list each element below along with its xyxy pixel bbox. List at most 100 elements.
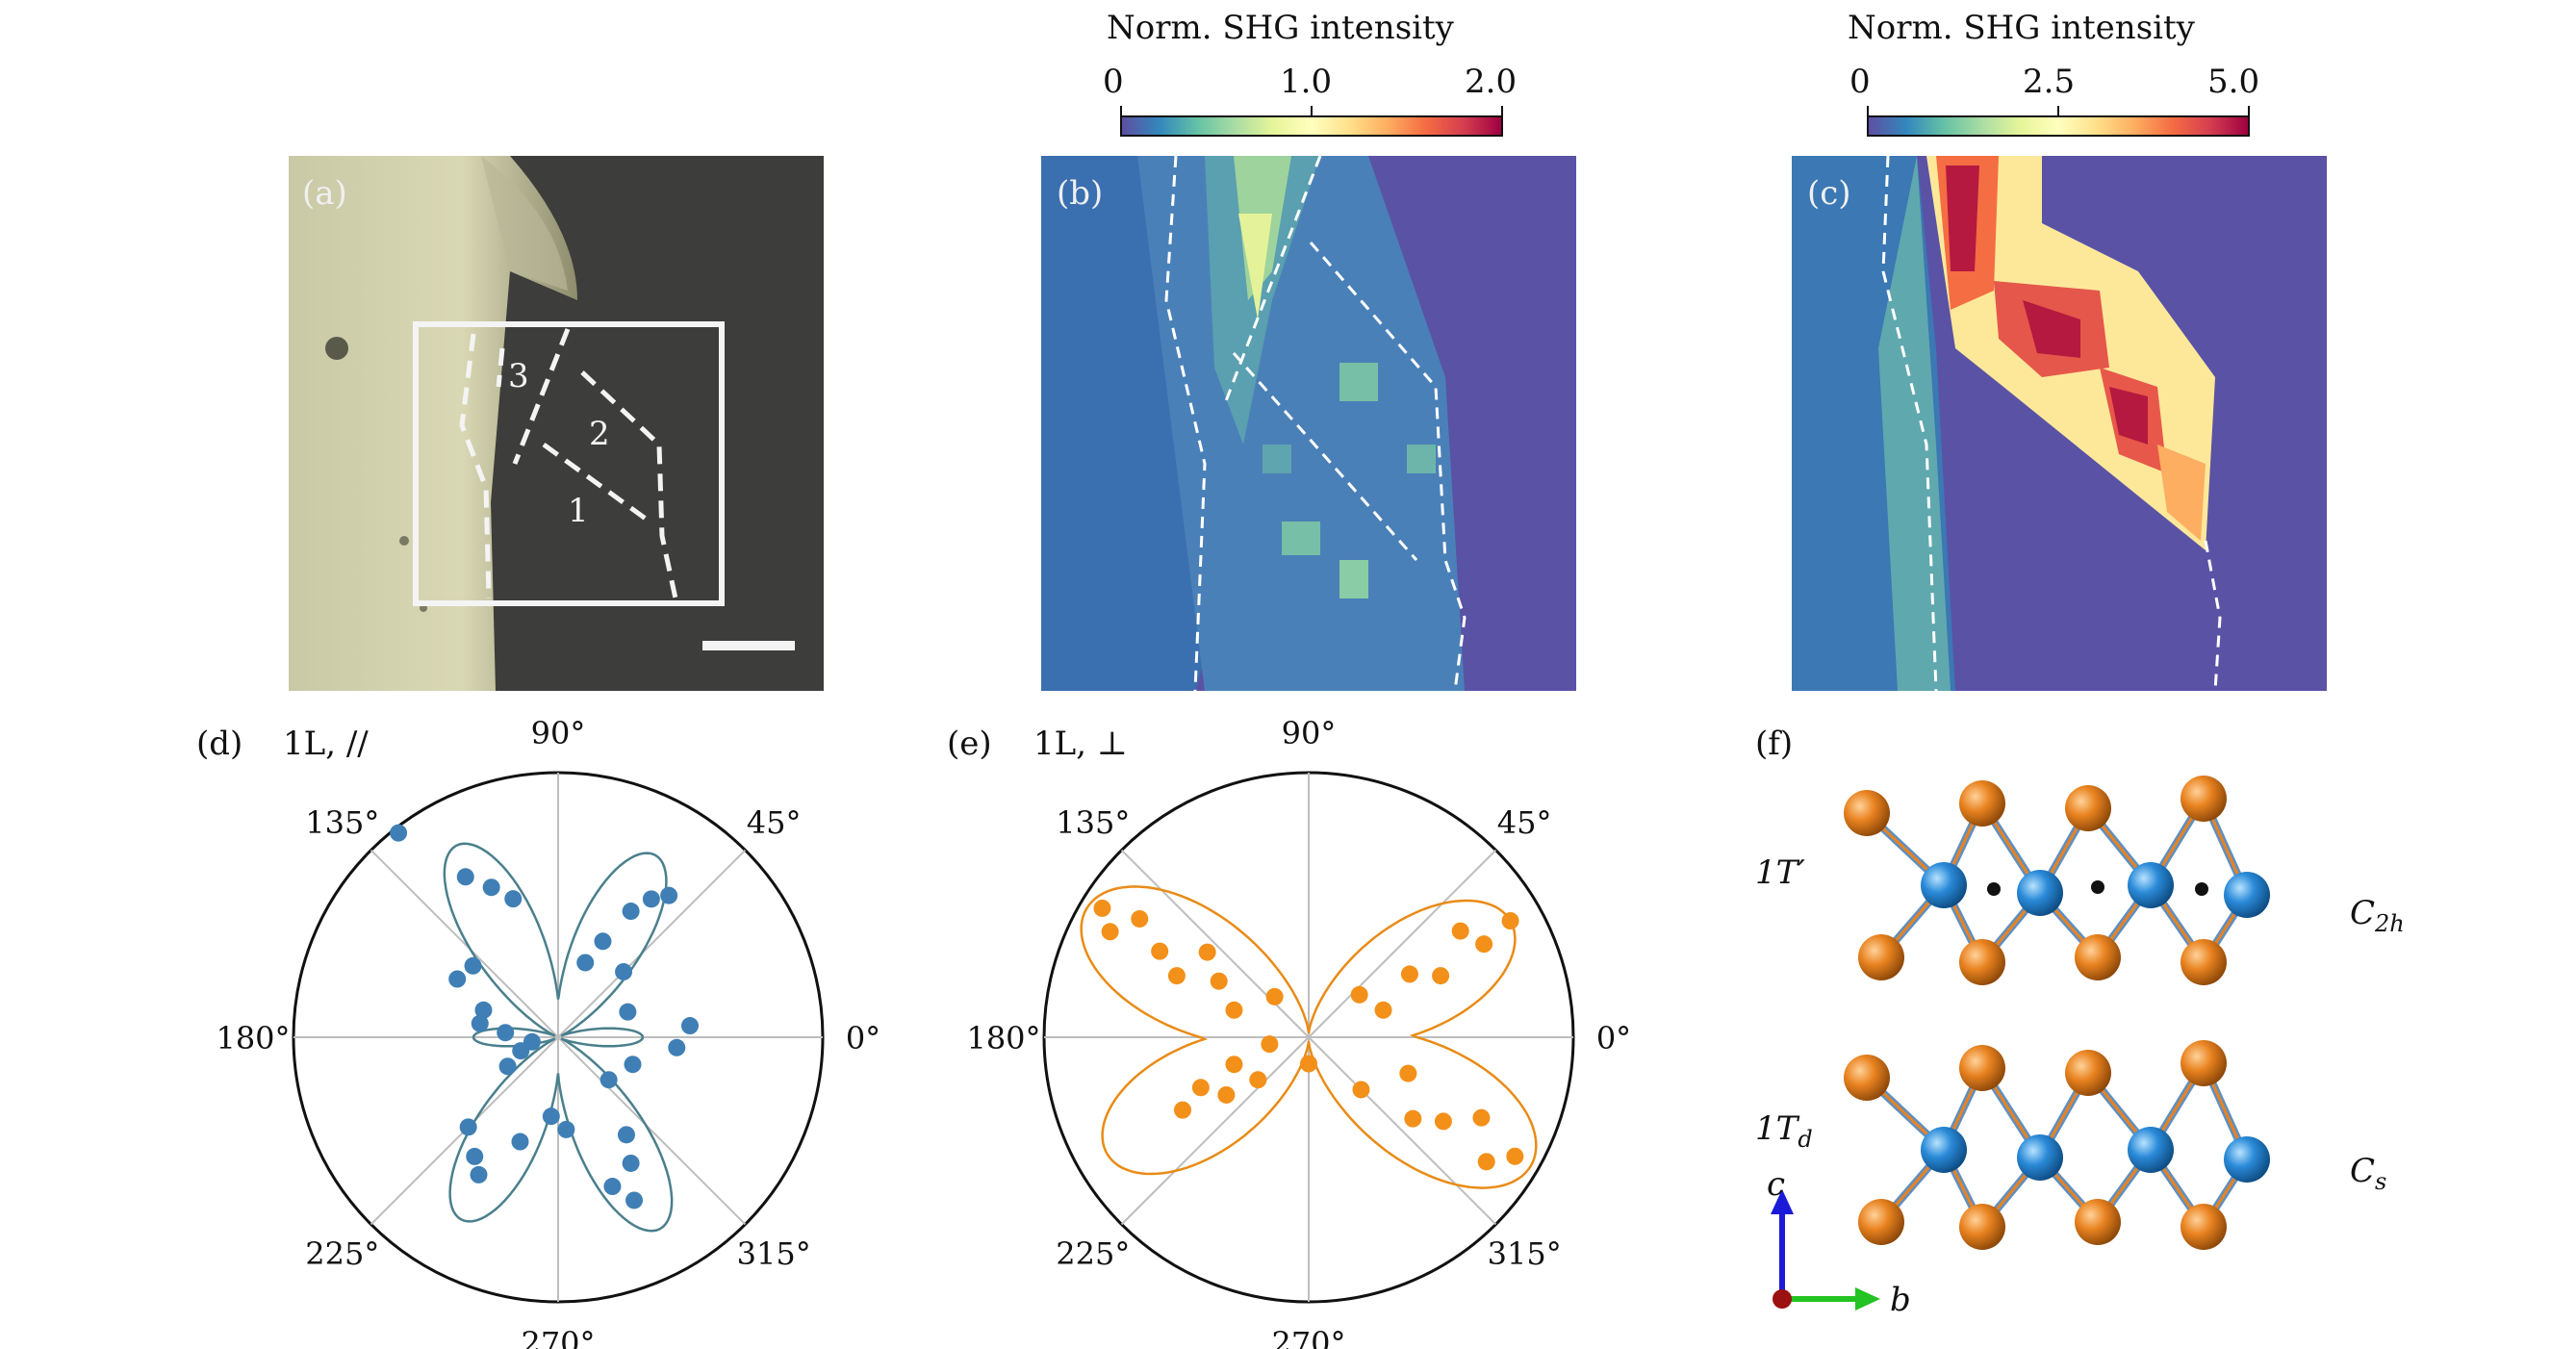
metal-atom [1921, 1127, 1967, 1173]
colorbar-b-tickmark [1120, 106, 1122, 117]
polar-plot-d: 90° 45° 0° 315° 270° 225° 180° 135° [216, 715, 880, 1349]
optical-micrograph [289, 156, 824, 691]
colorbar-b-tickmark [1501, 106, 1503, 117]
polar-e-spoke [1120, 1036, 1310, 1226]
metal-atom [2128, 862, 2174, 908]
chalcogen-atom [1858, 934, 1904, 980]
polar-d-fit-curve [443, 842, 674, 1233]
structure-1t-prime [1844, 776, 2270, 985]
chalcogen-atom [2065, 785, 2111, 831]
polar-e-data-point [1167, 967, 1186, 985]
polar-d-data-point [523, 1032, 541, 1051]
metal-atom [2224, 1136, 2270, 1183]
polar-d-data-point [642, 890, 660, 908]
polar-e-angle-label: 180° [966, 1020, 1040, 1056]
polar-e-data-point [1477, 1153, 1495, 1171]
polar-d-data-point [594, 932, 612, 951]
polar-d-data-point [576, 954, 595, 972]
polar-e-data-point [1472, 1108, 1491, 1127]
polar-e-data-point [1300, 1055, 1317, 1073]
polar-e-data-point [1399, 1064, 1417, 1082]
colorbar-b-tick-0: 0 [1103, 63, 1124, 101]
polar-d-angle-label: 45° [747, 804, 802, 841]
panel-f-label: (f) [1755, 725, 1794, 763]
chalcogen-atom [2075, 934, 2121, 980]
metal-atom [2224, 872, 2270, 918]
panel-e-title: 1L, ⊥ [1033, 725, 1128, 763]
symmetry-c2h-sub: 2h [2375, 909, 2405, 937]
panel-b-label: (b) [1057, 174, 1104, 213]
polar-d-angle-label: 180° [216, 1020, 290, 1056]
polar-d-data-point [464, 956, 482, 975]
panel-e-label: (e) [947, 725, 992, 763]
polar-e-data-point [1352, 1081, 1370, 1099]
panel-a-label: (a) [302, 174, 347, 213]
chalcogen-atom [1844, 1055, 1890, 1101]
polar-d-data-point [542, 1107, 560, 1126]
polar-d-data-point [498, 1057, 517, 1076]
polar-e-data-point [1261, 1035, 1279, 1054]
polar-d-data-point [466, 1147, 484, 1165]
polar-d-data-point [497, 1024, 515, 1042]
panel-a-optical-image: (a) 3 2 1 [289, 156, 824, 691]
chalcogen-atom [2181, 1204, 2227, 1250]
colorbar-c-tick-1: 2.5 [2023, 63, 2076, 101]
polar-d-angle-label: 225° [305, 1235, 379, 1272]
panel-d-polar-chart: (d) 1L, // 90° 45° 0° 315° 270° 225° 180° 135° [183, 712, 895, 1349]
polar-d-spoke [557, 849, 747, 1038]
polar-e-data-point [1198, 943, 1216, 961]
polar-e-data-point [1174, 1101, 1192, 1119]
polar-d-data-point [617, 1126, 635, 1144]
polar-e-data-point [1225, 1001, 1243, 1019]
polar-e-fit-curve [1080, 885, 1538, 1189]
colorbar-c-title: Norm. SHG intensity [1848, 9, 2195, 47]
polar-e-data-point [1210, 972, 1228, 990]
polar-d-data-point [622, 1154, 640, 1172]
chalcogen-atom [2181, 1040, 2227, 1086]
inversion-center [2195, 882, 2208, 896]
panel-d-label: (d) [196, 725, 243, 763]
panel-b-shg-map: (b) [1041, 156, 1576, 691]
colorbar-c-gradient [1867, 115, 2250, 137]
symmetry-label-cs: Cs [2350, 1155, 2386, 1193]
axes-indicator [1771, 1189, 1880, 1311]
shg-map-b [1041, 156, 1576, 691]
inversion-center [1987, 882, 2001, 896]
polar-d-angle-label: 0° [846, 1020, 880, 1056]
polar-e-data-point [1451, 922, 1469, 940]
polar-e-angle-label: 45° [1497, 804, 1552, 841]
shg-map-c [1792, 156, 2327, 691]
colorbar-c-tick-0: 0 [1849, 63, 1871, 101]
polar-d-data-point [511, 1133, 529, 1151]
polar-d-data-point [470, 1165, 488, 1184]
metal-atom [1921, 862, 1967, 908]
phase-label-1t-prime: 1T′ [1755, 853, 1806, 892]
polar-e-angle-label: 135° [1056, 804, 1130, 841]
polar-d-data-point [471, 1014, 489, 1032]
chalcogen-atom [2065, 1050, 2111, 1096]
colorbar-c-tickmark [2248, 106, 2250, 117]
polar-d-angle-label: 315° [737, 1235, 811, 1272]
chalcogen-atom [1844, 790, 1890, 836]
polar-d-spoke [557, 1036, 747, 1226]
metal-atom [2017, 870, 2063, 916]
polar-e-angle-label: 90° [1282, 715, 1337, 751]
crystal-structure-svg [1771, 776, 2270, 1311]
polar-d-data-point [660, 886, 678, 904]
axis-label-c: c [1767, 1165, 1786, 1204]
colorbar-c-tickmark [1867, 106, 1869, 117]
symmetry-c2h-main: C [2350, 894, 2376, 932]
symmetry-cs-main: C [2350, 1152, 2376, 1190]
polar-e-spoke [1308, 1036, 1497, 1226]
chalcogen-atom [1858, 1199, 1904, 1245]
polar-e-angle-label: 225° [1056, 1235, 1130, 1272]
polar-e-data-point [1101, 923, 1119, 941]
polar-d-data-point [459, 1118, 477, 1136]
polar-plot-e: 90° 45° 0° 315° 270° 225° 180° 135° [966, 715, 1631, 1349]
polar-e-data-point [1151, 942, 1169, 960]
symmetry-label-c2h: C2h [2350, 897, 2405, 935]
colorbar-c-tickmark [2057, 106, 2059, 117]
colorbar-b: Norm. SHG intensity 0 1.0 2.0 [962, 0, 1517, 144]
polar-e-data-point [1434, 1112, 1452, 1131]
axis-label-b: b [1890, 1281, 1911, 1319]
